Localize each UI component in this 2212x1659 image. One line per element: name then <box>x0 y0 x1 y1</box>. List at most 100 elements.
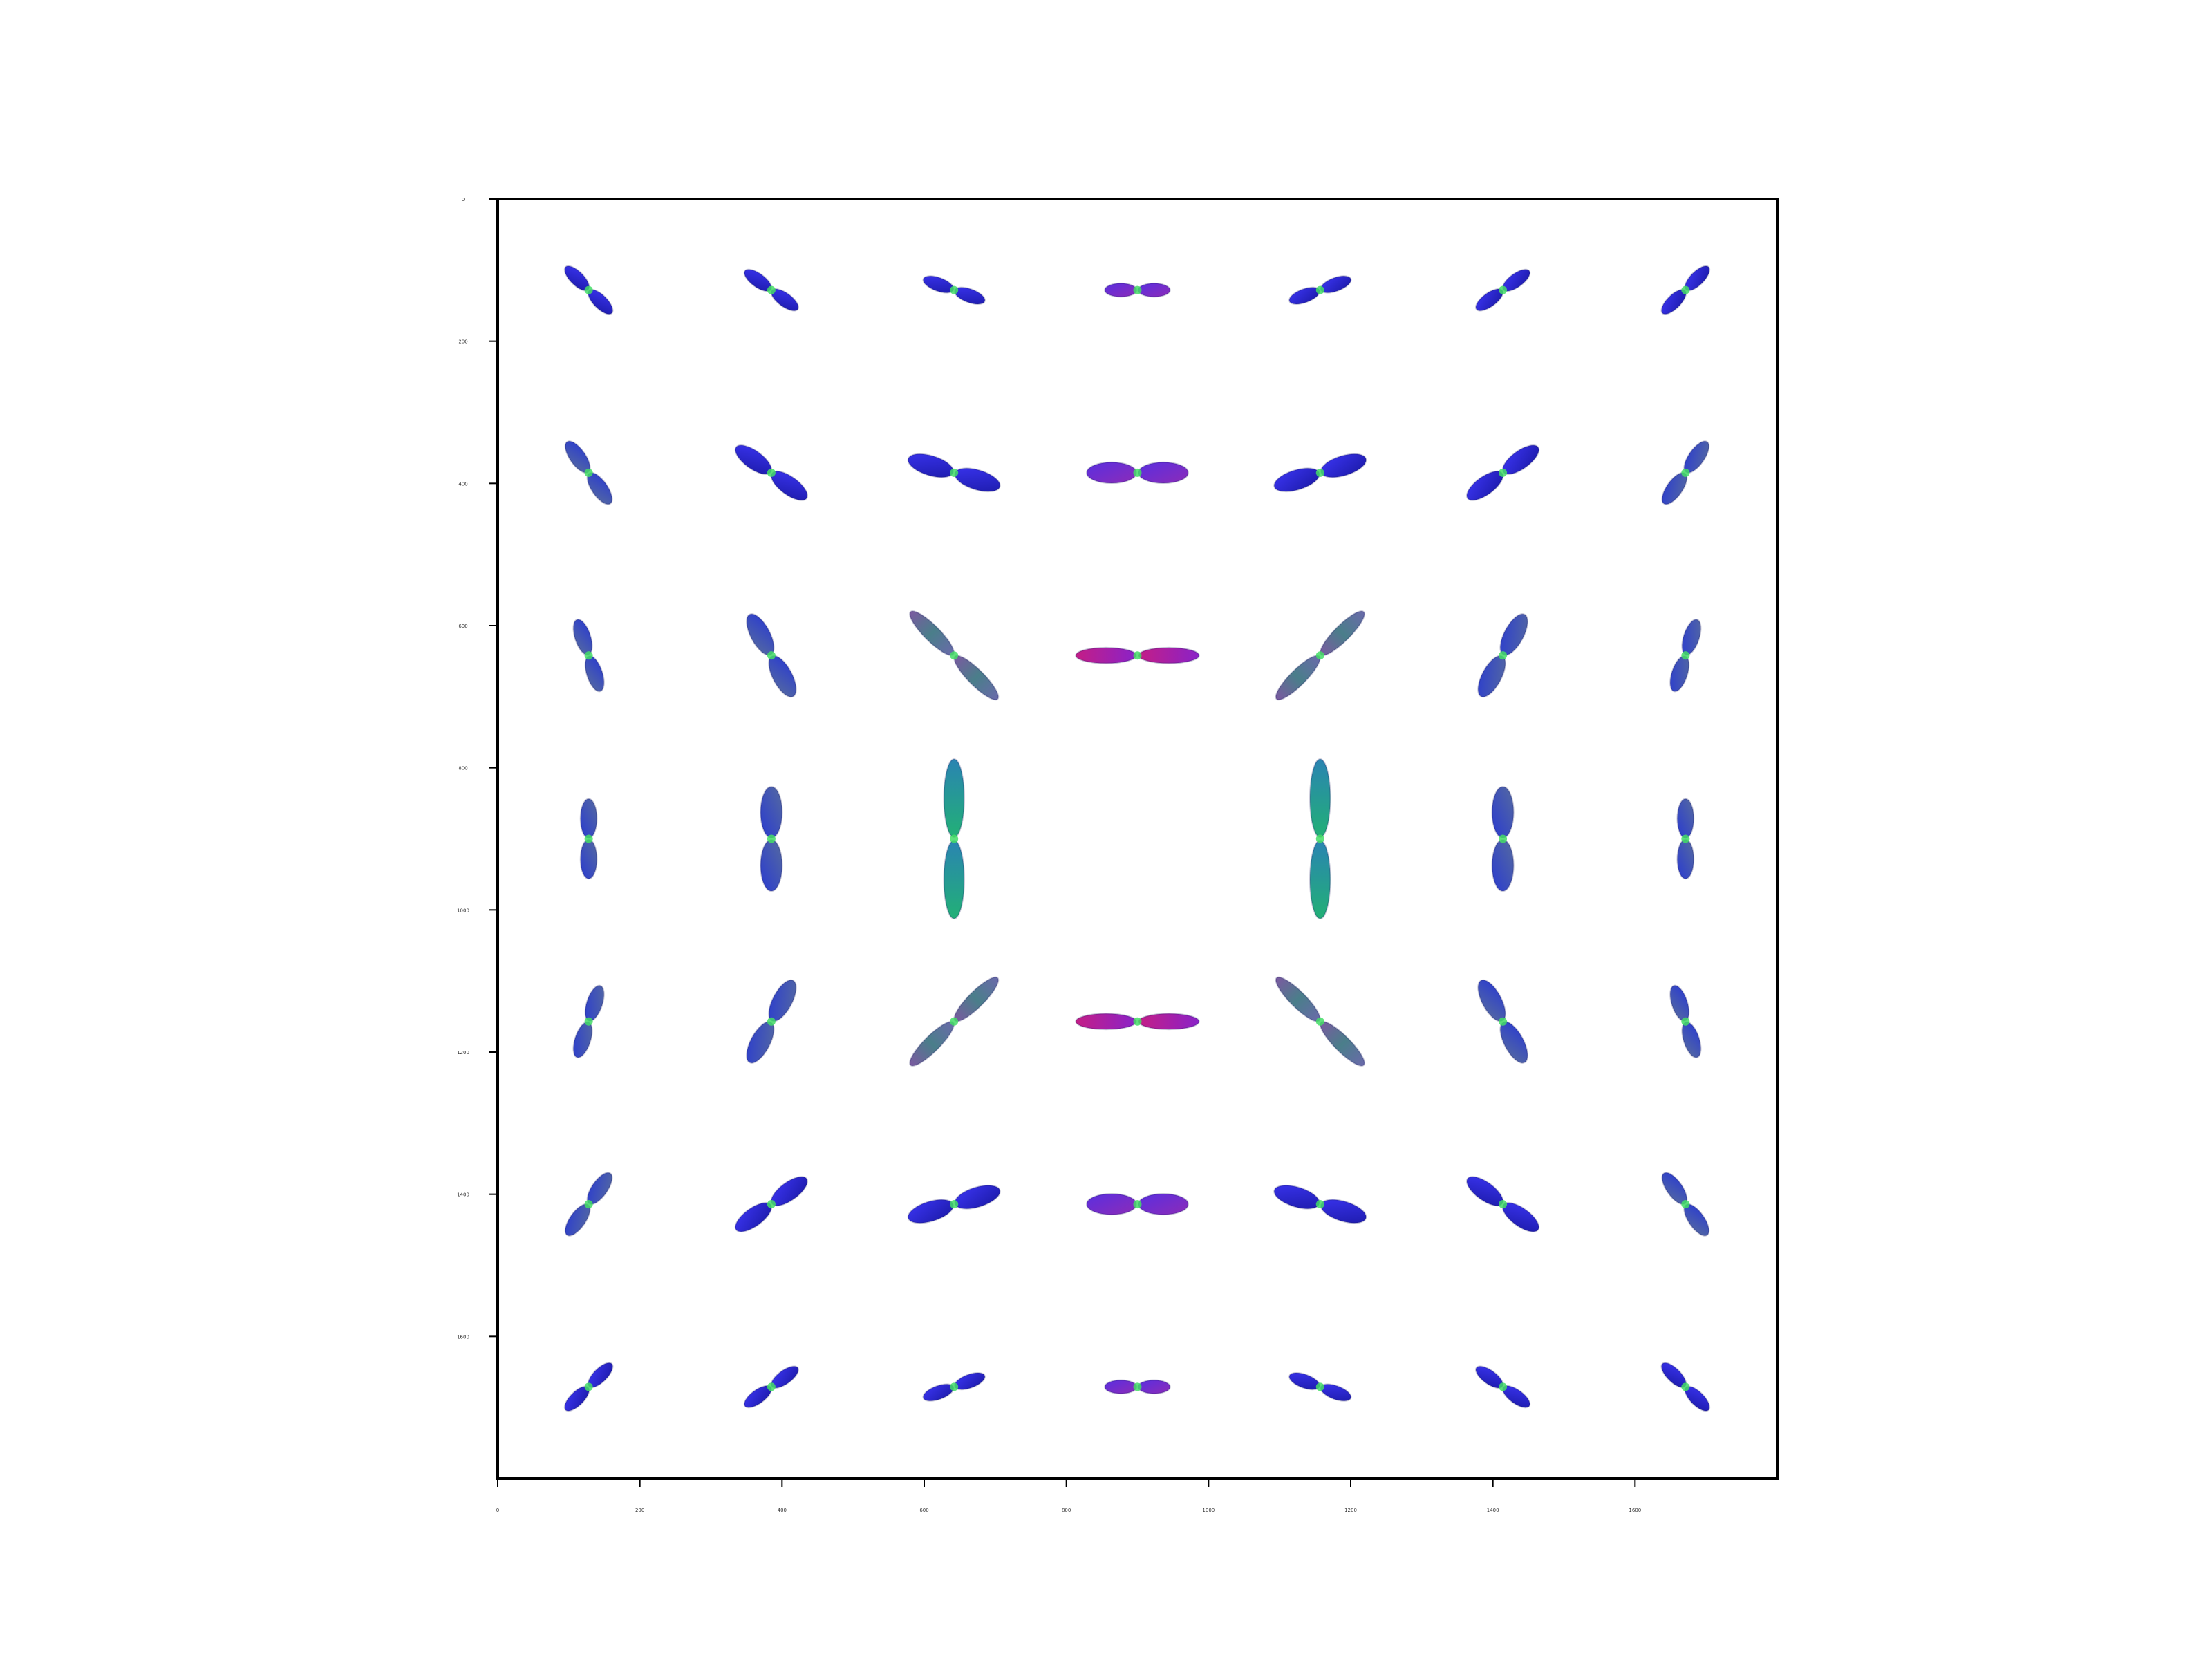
odf-center-marker <box>1315 285 1324 294</box>
x-tick-label: 1400 <box>1487 1508 1499 1513</box>
odf-glyph <box>743 1365 799 1409</box>
odf-glyph <box>1104 1379 1171 1395</box>
odf-lobe <box>1309 758 1331 838</box>
odf-glyph <box>1309 758 1331 919</box>
odf-glyph <box>1477 613 1528 698</box>
odf-glyph <box>1288 275 1352 305</box>
odf-center-marker <box>1315 651 1324 660</box>
y-tick-label: 200 <box>458 339 467 345</box>
odf-glyph <box>909 976 1000 1067</box>
odf-lobe <box>1499 613 1528 656</box>
odf-lobe <box>586 1172 613 1206</box>
odf-lobe <box>1309 839 1331 919</box>
axes-frame <box>496 198 1779 1480</box>
odf-center-marker <box>1681 1382 1690 1391</box>
odf-center-marker <box>1681 285 1690 294</box>
odf-glyph <box>922 1372 986 1402</box>
odf-center-marker <box>950 1017 959 1026</box>
odf-center-marker <box>767 1017 776 1026</box>
odf-center-marker <box>584 285 593 294</box>
odf-glyph <box>907 453 1001 493</box>
odf-lobe <box>1075 646 1137 664</box>
odf-center-marker <box>1315 1382 1324 1391</box>
odf-center-marker <box>1681 468 1690 477</box>
odf-glyph <box>1475 268 1531 312</box>
odf-glyph <box>1466 1176 1540 1232</box>
odf-center-marker <box>1681 1017 1690 1026</box>
odf-center-marker <box>767 468 776 477</box>
odf-glyph <box>564 1172 613 1237</box>
odf-glyph <box>907 1184 1001 1224</box>
odf-center-marker <box>1499 1017 1508 1026</box>
odf-center-marker <box>950 468 959 477</box>
odf-glyph <box>760 785 783 892</box>
odf-glyph <box>746 613 797 698</box>
odf-glyph <box>564 440 613 505</box>
odf-glyph <box>1275 976 1365 1067</box>
odf-lobe <box>587 288 614 315</box>
odf-center-marker <box>950 1200 959 1209</box>
y-tick-label: 800 <box>458 766 467 771</box>
odf-glyph <box>1475 1365 1531 1409</box>
odf-lobe <box>1137 461 1189 485</box>
odf-glyph <box>1669 619 1702 693</box>
odf-lobe <box>1086 461 1138 485</box>
x-tick-label: 200 <box>635 1508 644 1513</box>
odf-glyph <box>734 1176 808 1232</box>
odf-lobe <box>943 758 965 838</box>
odf-lobe <box>1137 1379 1171 1395</box>
odf-center-marker <box>767 651 776 660</box>
odf-center-marker <box>767 1382 776 1391</box>
odf-glyph <box>746 979 797 1064</box>
y-tick-label: 1200 <box>457 1050 469 1056</box>
odf-center-marker <box>1133 1200 1142 1209</box>
odf-center-marker <box>950 285 959 294</box>
odf-center-marker <box>1133 1382 1142 1391</box>
odf-center-marker <box>767 834 776 843</box>
odf-center-marker <box>1133 651 1142 660</box>
odf-glyph <box>909 610 1000 701</box>
odf-center-marker <box>950 651 959 660</box>
x-tick-label: 1000 <box>1202 1508 1215 1513</box>
odf-lobe <box>1676 798 1695 839</box>
odf-glyph <box>1466 444 1540 501</box>
odf-lobe <box>1104 1379 1138 1395</box>
odf-glyph <box>563 265 614 315</box>
odf-lobe <box>1138 1013 1200 1031</box>
odf-glyph <box>1660 1362 1711 1412</box>
odf-center-marker <box>1499 1200 1508 1209</box>
odf-center-marker <box>1499 285 1508 294</box>
x-tick-label: 0 <box>496 1508 499 1513</box>
odf-glyph <box>1104 282 1171 298</box>
odf-glyph <box>1660 265 1711 315</box>
odf-glyph <box>1491 785 1515 892</box>
odf-center-marker <box>1681 651 1690 660</box>
odf-center-marker <box>584 834 593 843</box>
odf-lobe <box>1320 453 1367 478</box>
odf-lobe <box>1491 838 1515 892</box>
odf-center-marker <box>1499 1382 1508 1391</box>
x-tick-label: 1200 <box>1344 1508 1357 1513</box>
odf-center-marker <box>767 285 776 294</box>
odf-glyph <box>579 798 598 880</box>
odf-glyph <box>1669 984 1702 1058</box>
odf-lobe <box>1137 1192 1189 1216</box>
odf-glyph <box>1275 610 1365 701</box>
y-tick-label: 600 <box>458 624 467 629</box>
odf-lobe <box>1138 646 1200 664</box>
odf-glyph <box>1661 1172 1710 1237</box>
odf-glyph <box>743 268 799 312</box>
odf-lobe <box>1104 282 1138 298</box>
odf-lobe <box>1137 282 1171 298</box>
y-axis-ticks: 0 200 400 600 800 1000 1200 1400 1600 <box>457 197 498 1340</box>
odf-glyph <box>1086 1192 1189 1216</box>
odf-lobe <box>1681 619 1702 656</box>
odf-center-marker <box>767 1200 776 1209</box>
odf-lobe <box>760 838 783 892</box>
x-axis-ticks: 0 200 400 600 800 1000 1200 1400 1600 <box>496 1479 1641 1513</box>
x-tick-label: 600 <box>919 1508 928 1513</box>
odf-glyph <box>1086 461 1189 485</box>
odf-center-marker <box>950 834 959 843</box>
odf-glyph <box>1288 1372 1352 1402</box>
odf-glyph <box>734 444 808 501</box>
